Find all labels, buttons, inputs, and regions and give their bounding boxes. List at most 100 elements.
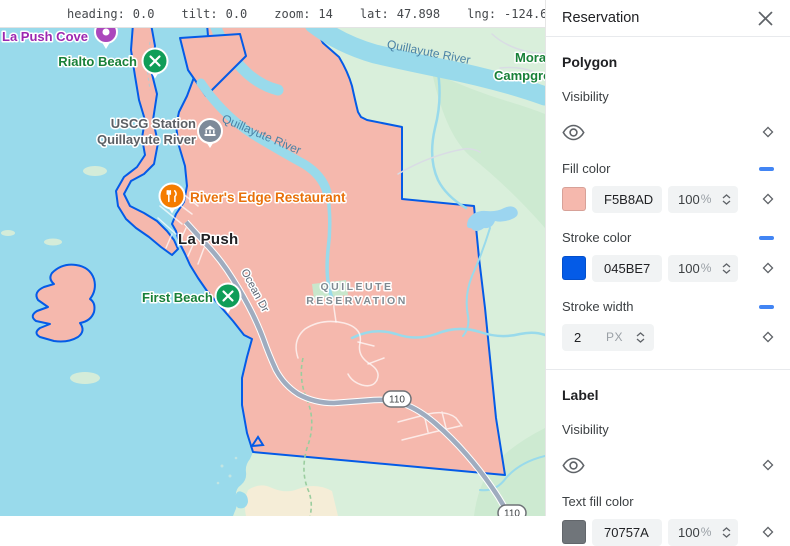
- fill-color-inherit-toggle[interactable]: [762, 193, 774, 205]
- polygon-visibility-toggle[interactable]: [562, 124, 585, 141]
- chevron-down-icon: [722, 200, 731, 205]
- label-rivers-edge: River's Edge Restaurant: [190, 190, 346, 205]
- rock: [234, 456, 238, 460]
- restaurant-icon: [166, 190, 177, 203]
- label-uscg-2: Quillayute River: [97, 132, 196, 147]
- text-fill-color-label: Text fill color: [562, 494, 634, 509]
- forest-patch: [474, 428, 545, 516]
- close-button[interactable]: [754, 7, 776, 29]
- stroke-color-swatch[interactable]: [562, 256, 586, 280]
- minor-road: [491, 33, 545, 73]
- text-fill-color-swatch[interactable]: [562, 520, 586, 544]
- stroke-opacity-box: 100 %: [668, 254, 738, 282]
- status-heading: heading: 0.0: [67, 6, 155, 21]
- stroke-width-stepper[interactable]: [636, 331, 645, 343]
- fill-color-label: Fill color: [562, 160, 774, 178]
- eye-icon: [562, 124, 585, 140]
- text-fill-inherit-toggle[interactable]: [762, 526, 774, 538]
- percent-sign: %: [700, 261, 712, 275]
- marker-la-push-cove[interactable]: [94, 28, 118, 49]
- stream: [479, 455, 545, 492]
- panel-title: Reservation: [562, 10, 640, 26]
- stroke-width-box: PX: [562, 323, 654, 351]
- islet: [70, 372, 100, 384]
- px-unit: PX: [606, 330, 624, 344]
- map-status-bar: heading: 0.0 tilt: 0.0 zoom: 14 lat: 47.898 …: [0, 0, 562, 28]
- text-fill-hex-input[interactable]: [604, 524, 656, 540]
- diamond-icon: [762, 526, 774, 538]
- picnic-tools-icon: [149, 55, 161, 67]
- fill-opacity-value[interactable]: 100: [678, 191, 700, 207]
- label-mora-1: Mora: [515, 50, 545, 65]
- stroke-width-inherit-toggle[interactable]: [762, 331, 774, 343]
- minor-road: [397, 148, 481, 175]
- chevron-down-icon: [722, 533, 731, 538]
- stroke-color-inherit-toggle[interactable]: [762, 262, 774, 274]
- fill-opacity-box: 100 %: [668, 185, 738, 213]
- stream: [430, 64, 468, 210]
- marker-rivers-edge-restaurant[interactable]: [158, 182, 186, 214]
- text-fill-opacity-value[interactable]: 100: [678, 524, 700, 540]
- text-fill-opacity-box: 100 %: [668, 518, 738, 546]
- beach-sand: [244, 485, 338, 516]
- rock: [216, 481, 220, 485]
- status-tilt: tilt: 0.0: [181, 6, 248, 21]
- label-first-beach: First Beach: [142, 290, 213, 305]
- chevron-down-icon: [636, 338, 645, 343]
- label-visibility-label: Visibility: [562, 422, 609, 437]
- stroke-opacity-value[interactable]: 100: [678, 260, 700, 276]
- trail-path: [300, 357, 313, 516]
- marker-rialto-beach[interactable]: [141, 47, 169, 79]
- fill-color-swatch[interactable]: [562, 187, 586, 211]
- label-reservation-1: QUILEUTE: [320, 281, 393, 293]
- label-section-heading: Label: [562, 387, 599, 403]
- minor-road: [397, 411, 463, 441]
- james-island-polygon[interactable]: [31, 263, 96, 343]
- minor-road: [295, 320, 379, 387]
- marker-first-beach[interactable]: [214, 282, 242, 314]
- text-fill-hex-box: [592, 518, 662, 546]
- coast-fragment-polygon[interactable]: [250, 435, 265, 448]
- eye-icon: [562, 457, 585, 473]
- label-mora-2: Campground: [494, 68, 545, 83]
- polygon-visibility-inherit-toggle[interactable]: [762, 126, 774, 138]
- map-canvas[interactable]: 110 110 La Push Cove Rialto Beach USCG S…: [0, 28, 545, 516]
- fill-opacity-stepper[interactable]: [722, 193, 731, 205]
- stroke-width-input[interactable]: [574, 329, 594, 345]
- route-shield: 110: [497, 504, 527, 517]
- northwest-triangle-polygon[interactable]: [179, 33, 247, 97]
- minor-road: [333, 296, 385, 365]
- stroke-hex-input[interactable]: [604, 260, 656, 276]
- label-la-push: La Push: [178, 231, 238, 248]
- route-110-road: [184, 220, 512, 516]
- status-lat: lat: 47.898: [359, 6, 441, 21]
- svg-text:110: 110: [504, 509, 520, 517]
- picnic-tools-icon: [222, 290, 234, 302]
- diamond-icon: [762, 193, 774, 205]
- stroke-opacity-stepper[interactable]: [722, 262, 731, 274]
- label-visibility-toggle[interactable]: [562, 457, 585, 474]
- text-fill-opacity-stepper[interactable]: [722, 526, 731, 538]
- fill-hex-box: [592, 185, 662, 213]
- diamond-icon: [762, 459, 774, 471]
- rialto-spit-polygon[interactable]: [115, 28, 179, 256]
- label-reservation-2: RESERVATION: [306, 295, 408, 307]
- chevron-up-icon: [722, 262, 731, 267]
- blue-dash-icon[interactable]: [759, 167, 774, 171]
- section-divider: [546, 369, 790, 370]
- chevron-up-icon: [636, 331, 645, 336]
- river-branch-stream: [325, 188, 334, 300]
- label-visibility-inherit-toggle[interactable]: [762, 459, 774, 471]
- government-building-icon: [204, 125, 216, 136]
- label-rialto-beach: Rialto Beach: [58, 54, 137, 69]
- blue-dash-icon[interactable]: [759, 236, 774, 240]
- fill-hex-input[interactable]: [604, 191, 656, 207]
- rock: [220, 464, 224, 468]
- polygon-section-heading: Polygon: [562, 54, 618, 70]
- marker-uscg-station[interactable]: [197, 118, 223, 148]
- percent-sign: %: [700, 525, 712, 539]
- polygon-visibility-label: Visibility: [562, 89, 609, 104]
- islet: [44, 238, 62, 246]
- blue-dash-icon[interactable]: [759, 305, 774, 309]
- lake: [467, 206, 518, 231]
